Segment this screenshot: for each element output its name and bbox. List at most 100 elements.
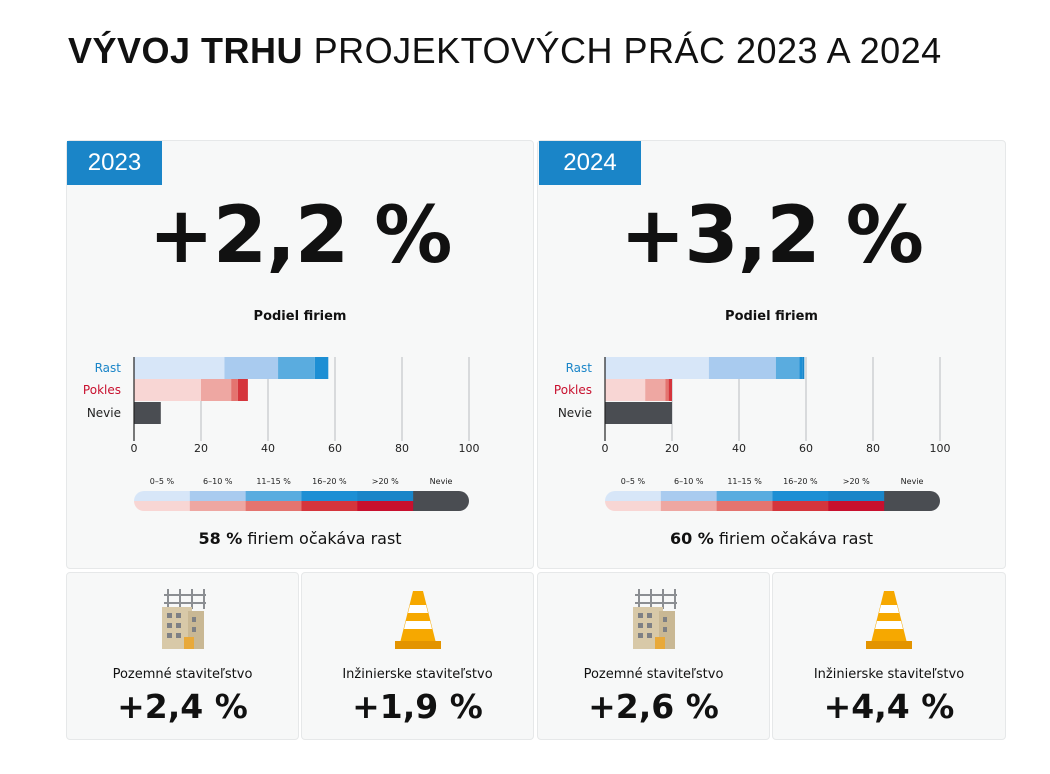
x-tick-label: 100: [459, 442, 480, 455]
legend-label: 0–5 %: [150, 477, 175, 486]
big-value: +3,2 %: [620, 191, 924, 281]
expectation-label: firiem očakáva rast: [718, 529, 874, 548]
card-label: Pozemné staviteľstvo: [112, 667, 253, 682]
expectation-value: 60 %: [669, 529, 714, 548]
chart: Rast Pokles Nevie 0 20 40 60 80 100 0–5 % 6–10 % 11…: [554, 357, 951, 511]
bar-segment: [224, 357, 279, 379]
building-icon: [158, 587, 208, 655]
x-tick-label: 60: [799, 442, 813, 455]
legend-bar: [605, 491, 940, 511]
x-tick-label: 80: [866, 442, 880, 455]
bar-segment: [799, 357, 803, 379]
bar-segment: [665, 379, 669, 401]
x-tick-label: 20: [194, 442, 208, 455]
legend-swatch-top: [245, 491, 302, 501]
bar-segment: [775, 357, 800, 379]
legend-swatch-bottom: [605, 501, 662, 511]
card-building-2024: Pozemné staviteľstvo +2,6 %: [537, 572, 770, 740]
legend-label: >20 %: [372, 477, 399, 486]
bar-segment: [605, 402, 672, 424]
legend-label: 6–10 %: [203, 477, 233, 486]
expectation-label: firiem očakáva rast: [247, 529, 402, 548]
bar-segment: [134, 357, 225, 379]
expectation-value: 58 %: [198, 529, 243, 548]
big-value: +2,2 %: [148, 191, 453, 281]
category-label: Rast: [566, 361, 593, 375]
category-label: Pokles: [554, 383, 592, 397]
legend-label: Nevie: [430, 477, 453, 486]
card-label: Inžinierske staviteľstvo: [813, 667, 965, 682]
legend-label: 11–15 %: [727, 477, 762, 486]
legend-swatch-top: [134, 491, 191, 501]
x-tick-label: 40: [732, 442, 746, 455]
year-tab: 2024: [539, 141, 641, 185]
bar-segment: [231, 379, 238, 401]
bar-segment: [802, 357, 805, 379]
legend-swatch-bottom: [134, 501, 191, 511]
x-tick-label: 60: [328, 442, 342, 455]
legend-swatch-bottom: [357, 501, 414, 511]
legend-swatch-bottom: [884, 501, 940, 511]
expectation-text: 60 % firiem očakáva rast: [538, 529, 1005, 548]
traffic-cone-icon: [392, 587, 444, 655]
legend-label: 0–5 %: [621, 477, 646, 486]
legend-swatch-top: [828, 491, 885, 501]
bar-segment: [237, 379, 248, 401]
legend-swatch-bottom: [189, 501, 247, 511]
card-value: +4,4 %: [823, 687, 955, 726]
bar-segment: [605, 357, 709, 379]
legend-swatch-bottom: [301, 501, 358, 511]
card-cone-2023: Inžinierske staviteľstvo +1,9 %: [301, 572, 534, 740]
panel-2023: 2023 +2,2 % Podiel firiem Rast Pokles Nevi…: [66, 140, 534, 569]
bar-segment: [708, 357, 776, 379]
x-tick-label: 0: [602, 442, 609, 455]
legend-label: 6–10 %: [674, 477, 704, 486]
x-tick-label: 100: [930, 442, 951, 455]
card-value: +2,4 %: [117, 687, 248, 726]
card-label: Pozemné staviteľstvo: [583, 667, 724, 682]
year-tab: 2023: [67, 141, 162, 185]
page-title-rest: PROJEKTOVÝCH PRÁC 2023 A 2024: [313, 30, 942, 71]
page-title: VÝVOJ TRHU PROJEKTOVÝCH PRÁC 2023 A 2024: [68, 30, 942, 72]
legend-label: 16–20 %: [783, 477, 818, 486]
bar-segment: [134, 379, 201, 401]
legend-swatch-top: [189, 491, 247, 501]
legend-swatch-bottom: [413, 501, 469, 511]
legend-swatch-bottom: [828, 501, 885, 511]
legend-swatch-top: [772, 491, 829, 501]
legend-swatch-bottom: [245, 501, 302, 511]
card-cone-2024: Inžinierske staviteľstvo +4,4 %: [772, 572, 1006, 740]
x-tick-label: 0: [131, 442, 138, 455]
bar-segment: [668, 379, 672, 401]
legend-swatch-top: [301, 491, 358, 501]
card-value: +1,9 %: [352, 687, 483, 726]
building-icon: [629, 587, 679, 655]
legend-swatch-top: [884, 491, 940, 501]
page-title-bold: VÝVOJ TRHU: [68, 30, 304, 71]
bar-segment: [134, 402, 161, 424]
bar-segment: [605, 379, 646, 401]
bar-segment: [645, 379, 666, 401]
category-label: Pokles: [83, 383, 121, 397]
legend-swatch-bottom: [716, 501, 773, 511]
expectation-text: 58 % firiem očakáva rast: [67, 529, 533, 548]
category-label: Nevie: [87, 406, 121, 420]
x-tick-label: 80: [395, 442, 409, 455]
category-label: Rast: [95, 361, 122, 375]
card-value: +2,6 %: [588, 687, 719, 726]
x-tick-label: 40: [261, 442, 275, 455]
legend-swatch-bottom: [660, 501, 718, 511]
legend-swatch-top: [716, 491, 773, 501]
bar-segment: [201, 379, 232, 401]
bar-segment: [314, 357, 329, 379]
chart-title: Podiel firiem: [725, 309, 818, 324]
legend-label: Nevie: [901, 477, 924, 486]
chart-title: Podiel firiem: [253, 309, 347, 324]
chart: Rast Pokles Nevie 0 20 40 60 80 100 0–5 % 6–10 % 11…: [83, 357, 480, 511]
legend-label: >20 %: [843, 477, 870, 486]
panel-2024: 2024 +3,2 % Podiel firiem Rast Pokles Nevi…: [537, 140, 1006, 569]
legend-swatch-top: [605, 491, 662, 501]
legend-swatch-bottom: [772, 501, 829, 511]
legend-swatch-top: [357, 491, 414, 501]
card-building-2023: Pozemné staviteľstvo +2,4 %: [66, 572, 299, 740]
